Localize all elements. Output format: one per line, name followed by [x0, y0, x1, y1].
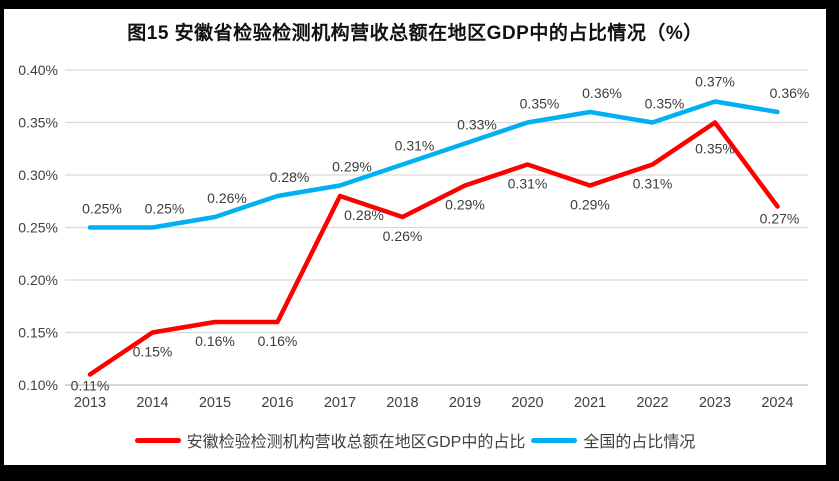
- svg-text:2023: 2023: [699, 395, 731, 411]
- svg-text:2024: 2024: [761, 395, 793, 411]
- svg-text:0.36%: 0.36%: [770, 85, 810, 101]
- chart-legend: 安徽检验检测机构营收总额在地区GDP中的占比 全国的占比情况: [4, 428, 826, 452]
- svg-text:0.15%: 0.15%: [133, 344, 173, 360]
- svg-text:2017: 2017: [324, 395, 356, 411]
- svg-text:2015: 2015: [199, 395, 231, 411]
- svg-text:0.26%: 0.26%: [207, 190, 247, 206]
- svg-text:0.20%: 0.20%: [18, 272, 58, 288]
- svg-text:0.31%: 0.31%: [508, 176, 548, 192]
- svg-text:0.28%: 0.28%: [344, 207, 384, 223]
- svg-text:2016: 2016: [261, 395, 293, 411]
- svg-text:2022: 2022: [636, 395, 668, 411]
- svg-text:0.26%: 0.26%: [383, 228, 423, 244]
- svg-text:0.30%: 0.30%: [18, 167, 58, 183]
- svg-text:0.27%: 0.27%: [760, 211, 800, 227]
- svg-text:2018: 2018: [386, 395, 418, 411]
- svg-text:0.36%: 0.36%: [582, 85, 622, 101]
- svg-text:0.40%: 0.40%: [18, 62, 58, 78]
- national-series-swatch: [531, 437, 578, 443]
- national-series-legend-label: 全国的占比情况: [583, 434, 696, 451]
- svg-text:2021: 2021: [574, 395, 606, 411]
- svg-text:2020: 2020: [511, 395, 543, 411]
- svg-text:0.11%: 0.11%: [71, 378, 110, 394]
- svg-text:0.29%: 0.29%: [570, 197, 610, 213]
- svg-text:0.35%: 0.35%: [18, 115, 58, 131]
- svg-text:0.25%: 0.25%: [18, 220, 58, 236]
- svg-text:0.16%: 0.16%: [195, 333, 235, 349]
- svg-text:0.31%: 0.31%: [633, 176, 673, 192]
- anhui-series-swatch: [134, 437, 181, 443]
- chart-title: 图15 安徽省检验检测机构营收总额在地区GDP中的占比情况（%）: [127, 23, 703, 44]
- svg-text:0.35%: 0.35%: [695, 141, 735, 157]
- svg-text:0.33%: 0.33%: [457, 117, 497, 133]
- svg-text:0.25%: 0.25%: [82, 201, 122, 217]
- anhui-series-legend-label: 安徽检验检测机构营收总额在地区GDP中的占比: [186, 434, 526, 451]
- svg-text:2014: 2014: [136, 395, 168, 411]
- line-chart: 0.10% 0.15% 0.20% 0.25% 0.30% 0.35% 0.40% 2013 2…: [18, 62, 810, 411]
- svg-text:2019: 2019: [449, 395, 481, 411]
- svg-text:0.10%: 0.10%: [18, 377, 58, 393]
- svg-text:0.35%: 0.35%: [520, 96, 560, 112]
- svg-text:2013: 2013: [74, 395, 106, 411]
- svg-text:0.29%: 0.29%: [445, 197, 485, 213]
- svg-text:0.16%: 0.16%: [258, 333, 298, 349]
- svg-text:0.15%: 0.15%: [18, 325, 58, 341]
- svg-text:0.29%: 0.29%: [332, 159, 372, 175]
- svg-text:0.25%: 0.25%: [145, 201, 185, 217]
- svg-text:0.28%: 0.28%: [270, 169, 310, 185]
- chart-panel: 图15 安徽省检验检测机构营收总额在地区GDP中的占比情况（%） 0.10% 0.…: [4, 9, 826, 465]
- svg-text:0.35%: 0.35%: [645, 96, 685, 112]
- svg-text:0.31%: 0.31%: [395, 138, 435, 154]
- svg-text:0.37%: 0.37%: [695, 74, 735, 90]
